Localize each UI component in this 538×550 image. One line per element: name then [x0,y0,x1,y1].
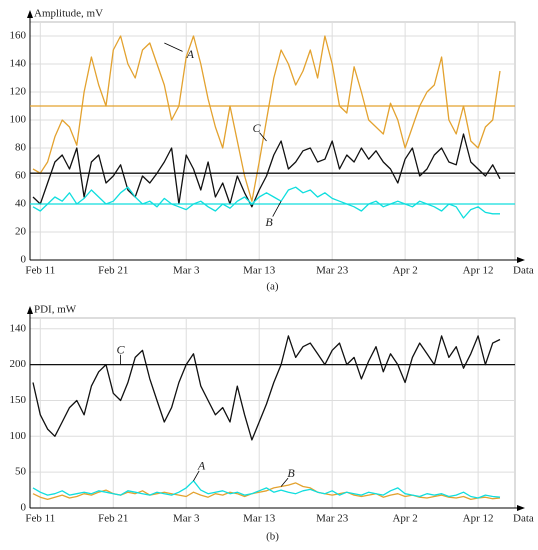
series-annotation: A [197,459,206,473]
caption: (b) [266,531,279,543]
annotation-leader [280,477,289,487]
x-tick-label: Feb 21 [98,265,128,277]
series-line [32,133,501,208]
x-axis-arrow [517,257,525,263]
y-tick-label: 140 [10,322,27,334]
series-line [32,480,501,499]
y-axis-label: PDI, mW [34,304,77,316]
y-tick-label: 0 [21,254,27,266]
y-tick-label: 20 [15,226,27,238]
x-axis-arrow [517,505,525,511]
y-axis-arrow [27,10,33,18]
x-axis-label: Data [513,265,534,277]
y-tick-label: 50 [15,466,27,478]
y-tick-label: 80 [15,142,27,154]
x-tick-label: Mar 13 [243,513,276,525]
annotation-leader [193,470,200,481]
y-tick-label: 140 [10,58,27,70]
y-tick-label: 160 [10,30,27,42]
series-line [32,186,500,219]
x-tick-label: Feb 11 [25,265,55,277]
series-annotation: A [186,47,195,61]
x-axis-label: Data [513,513,534,525]
y-tick-label: 150 [10,394,27,406]
series-line [32,482,501,501]
x-tick-label: Apr 2 [392,265,417,277]
series-annotation: B [287,466,295,480]
series-annotation: B [265,215,273,229]
series-annotation: C [117,342,126,356]
x-tick-label: Mar 13 [243,265,276,277]
y-tick-label: 40 [15,198,27,210]
series-line [32,35,501,202]
y-tick-label: 60 [15,170,27,182]
y-axis-arrow [27,306,33,314]
x-tick-label: Feb 21 [98,513,128,525]
caption: (a) [266,281,279,293]
y-tick-label: 100 [10,114,27,126]
x-tick-label: Mar 3 [173,265,200,277]
series-line [32,335,501,441]
y-tick-label: 120 [10,86,27,98]
annotation-leader [259,132,267,142]
y-tick-label: 100 [10,430,27,442]
x-tick-label: Mar 23 [316,265,349,277]
x-tick-label: Apr 12 [463,265,494,277]
x-tick-label: Apr 2 [392,513,417,525]
y-tick-label: 200 [10,358,27,370]
x-tick-label: Apr 12 [463,513,494,525]
x-tick-label: Feb 11 [25,513,55,525]
annotation-leader [164,42,183,52]
x-tick-label: Mar 23 [316,513,349,525]
y-axis-label: Amplitude, mV [34,8,103,20]
x-tick-label: Mar 3 [173,513,200,525]
annotation-leader [272,201,282,217]
y-tick-label: 0 [21,502,27,514]
series-annotation: C [252,121,261,135]
plot-area [29,317,516,509]
